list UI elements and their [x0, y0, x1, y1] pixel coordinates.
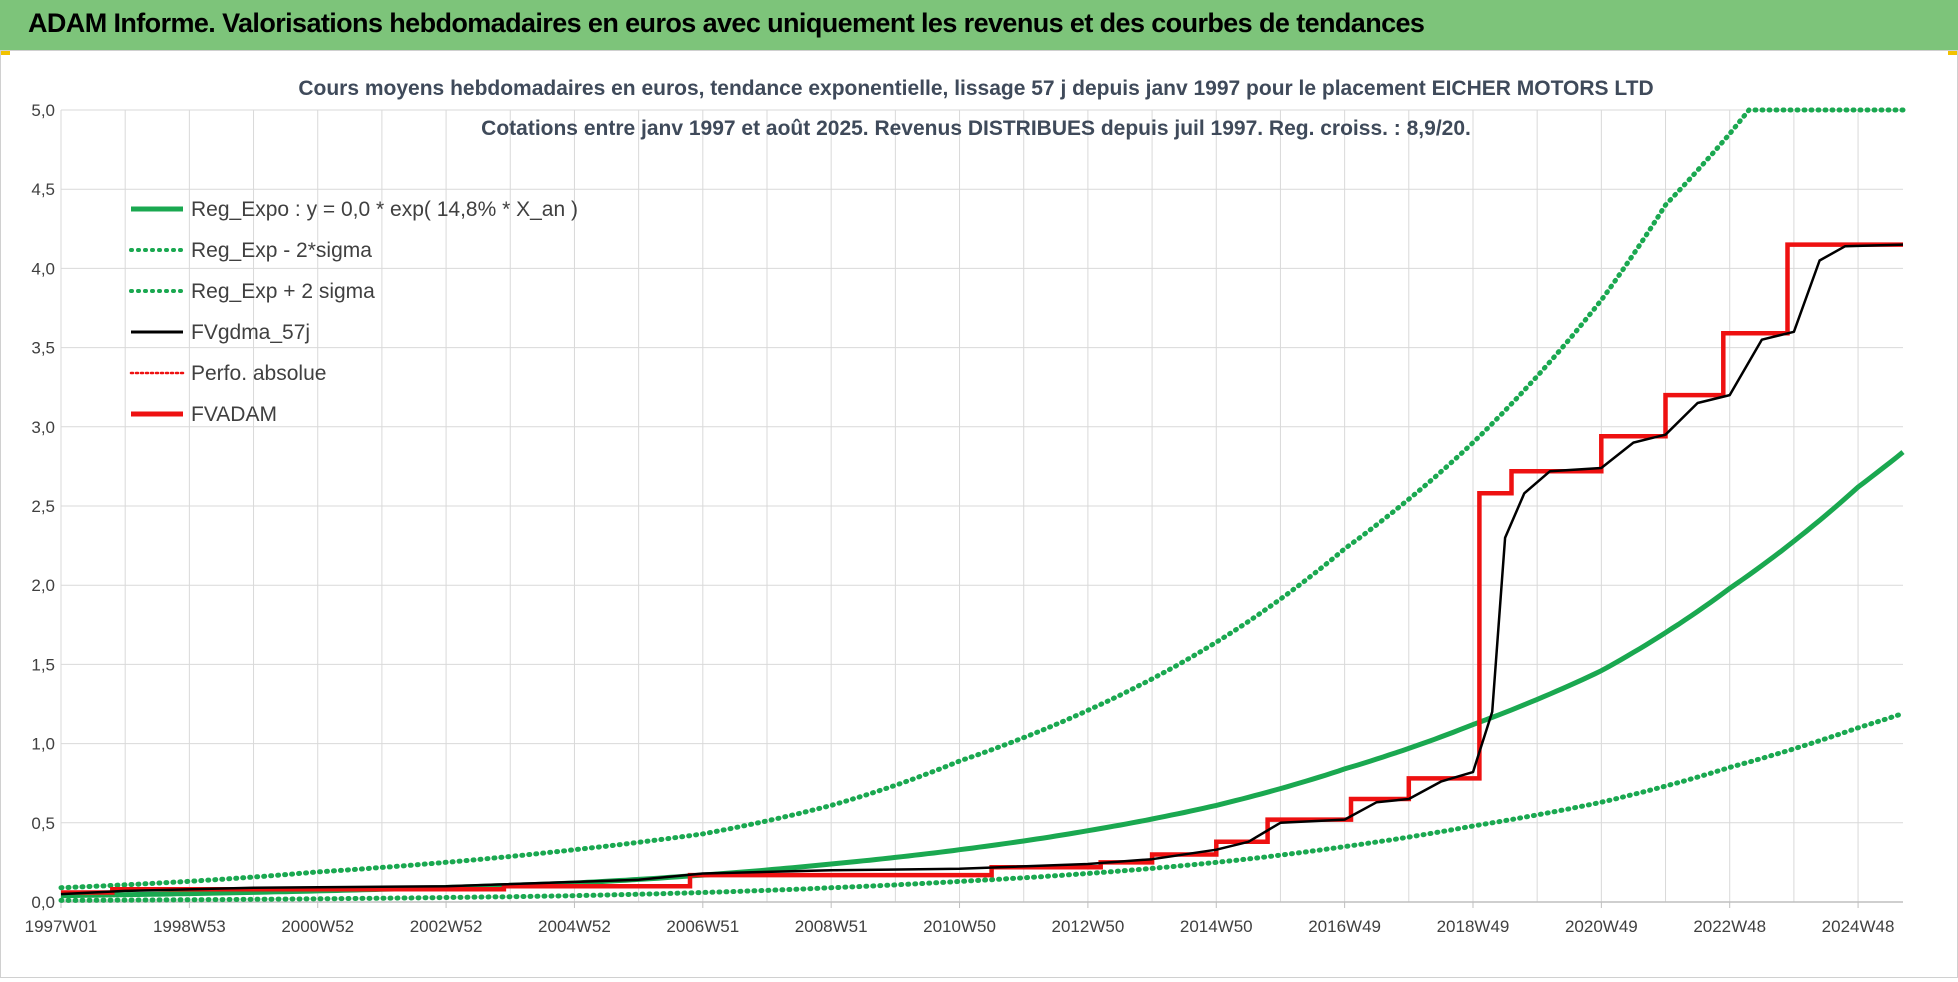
- chart-area: 0,0 0,5 1,0 1,5 2,0 2,5 3,0 3,5 4,0 4,5 5,0 1997W01…: [0, 50, 1958, 978]
- page-title: ADAM Informe. Valorisations hebdomadaire…: [28, 8, 1425, 38]
- x-tick-label: 2022W48: [1693, 917, 1766, 936]
- series-reg-exp-plus-2sigma: [58, 107, 1906, 891]
- x-tick-label: 2016W49: [1308, 917, 1381, 936]
- y-tick-label: 3,0: [31, 418, 55, 437]
- y-tick-label: 5,0: [31, 101, 55, 120]
- header-bar: ADAM Informe. Valorisations hebdomadaire…: [0, 0, 1958, 51]
- legend-label: Reg_Expo : y = 0,0 * exp( 14,8% * X_an ): [191, 198, 578, 221]
- corner-marker-left: [0, 50, 10, 55]
- y-tick-label: 0,5: [31, 814, 55, 833]
- corner-marker-right: [1948, 50, 1958, 55]
- x-tick-label: 2006W51: [666, 917, 739, 936]
- legend-label: Reg_Exp - 2*sigma: [191, 239, 372, 262]
- chart-grid: [60, 109, 1903, 903]
- chart: 0,0 0,5 1,0 1,5 2,0 2,5 3,0 3,5 4,0 4,5 5,0 1997W01…: [25, 77, 1906, 936]
- x-tick-label: 1998W53: [153, 917, 226, 936]
- x-tick-label: 2024W48: [1822, 917, 1895, 936]
- series-reg-exp-minus-2sigma: [58, 711, 1906, 903]
- x-tick-label: 2012W50: [1052, 917, 1125, 936]
- x-tick-label: 1997W01: [25, 917, 98, 936]
- legend-label: Perfo. absolue: [191, 362, 326, 385]
- chart-series: [58, 107, 1906, 903]
- chart-axes: 0,0 0,5 1,0 1,5 2,0 2,5 3,0 3,5 4,0 4,5 5,0 1997W01…: [25, 101, 1903, 936]
- legend-label: Reg_Exp + 2 sigma: [191, 280, 375, 303]
- chart-legend: Reg_Expo : y = 0,0 * exp( 14,8% * X_an )…: [129, 198, 578, 426]
- chart-title-line2: Cotations entre janv 1997 et août 2025. …: [481, 117, 1471, 140]
- y-tick-label: 1,0: [31, 735, 55, 754]
- x-tick-label: 2020W49: [1565, 917, 1638, 936]
- x-tick-label: 2002W52: [410, 917, 483, 936]
- y-tick-label: 2,0: [31, 576, 55, 595]
- x-tick-label: 2000W52: [281, 917, 354, 936]
- x-tick-label: 2014W50: [1180, 917, 1253, 936]
- y-tick-label: 1,5: [31, 655, 55, 674]
- x-tick-label: 2010W50: [923, 917, 996, 936]
- legend-label: FVgdma_57j: [191, 321, 310, 344]
- series-fvgdma-57j: [60, 243, 1904, 896]
- y-tick-label: 4,0: [31, 259, 55, 278]
- legend-label: FVADAM: [191, 403, 277, 426]
- series-fvadam: [61, 242, 1903, 895]
- y-tick-label: 0,0: [31, 893, 55, 912]
- y-tick-label: 4,5: [31, 180, 55, 199]
- x-tick-label: 2004W52: [538, 917, 611, 936]
- y-tick-label: 3,5: [31, 339, 55, 358]
- chart-title-line1: Cours moyens hebdomadaires en euros, ten…: [298, 77, 1653, 100]
- x-tick-label: 2018W49: [1437, 917, 1510, 936]
- series-reg-expo: [60, 450, 1905, 899]
- x-tick-label: 2008W51: [795, 917, 868, 936]
- y-tick-label: 2,5: [31, 497, 55, 516]
